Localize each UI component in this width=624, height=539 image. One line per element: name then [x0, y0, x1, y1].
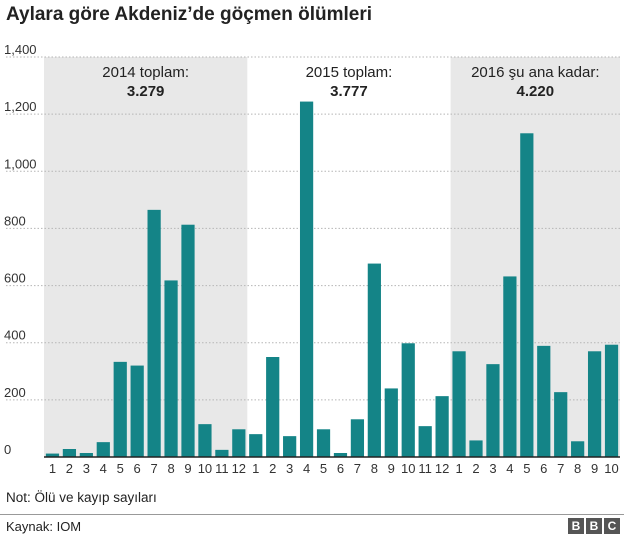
- x-tick-label: 5: [523, 461, 530, 476]
- x-tick-label: 3: [489, 461, 496, 476]
- x-tick-label: 2: [472, 461, 479, 476]
- bar: [604, 344, 619, 457]
- y-tick-label: 200: [4, 385, 26, 400]
- bar: [299, 101, 314, 458]
- period-labels: 2014 toplam: 3.279 2015 toplam: 3.777 2016 ş…: [102, 64, 599, 100]
- x-tick-label: 6: [337, 461, 344, 476]
- period-label: 2015 toplam:: [306, 64, 393, 81]
- x-tick-label: 1: [252, 461, 259, 476]
- x-tick-label: 7: [557, 461, 564, 476]
- bar-chart: 2014 toplam: 3.279 2015 toplam: 3.777 2016 ş…: [4, 42, 620, 476]
- bar: [79, 453, 93, 457]
- x-tick-label: 8: [371, 461, 378, 476]
- chart-title: Aylara göre Akdeniz’de göçmen ölümleri: [6, 4, 373, 25]
- y-tick-label: 1,400: [4, 42, 37, 57]
- x-tick-label: 6: [540, 461, 547, 476]
- bar: [283, 436, 297, 457]
- x-tick-label: 8: [167, 461, 174, 476]
- period-background: [44, 57, 248, 457]
- y-tick-label: 400: [4, 328, 26, 343]
- x-tick-label: 9: [591, 461, 598, 476]
- bar: [469, 440, 483, 457]
- x-tick-label: 12: [435, 461, 449, 476]
- x-tick-label: 3: [286, 461, 293, 476]
- period-total: 3.777: [330, 83, 368, 100]
- bar: [418, 426, 432, 457]
- bar: [215, 449, 229, 457]
- x-tick-label: 10: [604, 461, 618, 476]
- period-label: 2014 toplam:: [102, 64, 189, 81]
- x-tick-label: 8: [574, 461, 581, 476]
- y-tick-label: 0: [4, 442, 11, 457]
- bbc-logo-letter: B: [568, 518, 584, 534]
- x-tick-label: 7: [151, 461, 158, 476]
- x-tick-label: 4: [303, 461, 310, 476]
- x-tick-label: 3: [83, 461, 90, 476]
- bar: [316, 429, 331, 457]
- x-tick-label: 11: [418, 461, 432, 476]
- bar: [333, 453, 348, 457]
- bar: [266, 357, 280, 457]
- x-tick-label: 7: [354, 461, 361, 476]
- y-tick-label: 600: [4, 271, 26, 286]
- gridlines: [6, 56, 620, 401]
- bar: [45, 453, 60, 457]
- bar: [537, 345, 551, 457]
- bar: [198, 424, 212, 457]
- bar: [164, 280, 178, 457]
- x-tick-label: 4: [100, 461, 107, 476]
- bar: [503, 276, 517, 457]
- bar: [587, 351, 602, 457]
- note-text: Not: Ölü ve kayıp sayıları: [6, 490, 157, 505]
- bar: [350, 419, 365, 457]
- y-axis-ticks: 0 200 400 600 800 1,000 1,200 1,400: [4, 42, 37, 457]
- bar: [571, 441, 585, 457]
- bar: [486, 364, 500, 457]
- bar: [249, 434, 263, 457]
- bbc-logo-letter: B: [586, 518, 602, 534]
- bar: [130, 365, 144, 457]
- x-tick-label: 10: [401, 461, 415, 476]
- x-tick-label: 6: [134, 461, 141, 476]
- x-tick-label: 9: [184, 461, 191, 476]
- x-tick-label: 2: [269, 461, 276, 476]
- x-tick-label: 1: [49, 461, 56, 476]
- footer-divider: [0, 514, 624, 515]
- bar: [62, 449, 77, 457]
- bar: [435, 396, 449, 457]
- bar: [147, 209, 161, 457]
- period-backgrounds: [44, 57, 620, 457]
- bars: [45, 101, 619, 458]
- source-text: Kaynak: IOM: [6, 519, 82, 534]
- y-tick-label: 1,000: [4, 156, 37, 171]
- period-total: 4.220: [517, 83, 555, 100]
- x-tick-label: 12: [232, 461, 246, 476]
- x-axis-ticks: 1 2 3 4 5 6 7 8 9 10 11 12 1 2 3 4 5 6 7 8 9 10 11 12 1 2 3 4 5 6 7 8 9 1…: [49, 461, 619, 476]
- x-tick-label: 4: [506, 461, 513, 476]
- period-total: 3.279: [127, 83, 165, 100]
- bar: [232, 429, 246, 457]
- y-tick-label: 1,200: [4, 99, 37, 114]
- y-tick-label: 800: [4, 213, 26, 228]
- x-tick-label: 10: [198, 461, 212, 476]
- x-tick-label: 1: [455, 461, 462, 476]
- bar: [367, 263, 381, 457]
- bar: [113, 361, 127, 457]
- x-tick-label: 9: [388, 461, 395, 476]
- bar: [384, 388, 398, 457]
- bar: [554, 392, 568, 457]
- bar: [96, 442, 110, 457]
- x-tick-label: 2: [66, 461, 73, 476]
- x-tick-label: 11: [215, 461, 229, 476]
- x-tick-label: 5: [320, 461, 327, 476]
- x-tick-label: 5: [117, 461, 124, 476]
- bbc-logo-letter: C: [604, 518, 620, 534]
- period-label: 2016 şu ana kadar:: [471, 64, 599, 81]
- bar: [452, 351, 466, 457]
- bbc-logo: B B C: [568, 518, 620, 534]
- bar: [520, 133, 534, 458]
- bar: [181, 224, 195, 457]
- bar: [401, 343, 415, 457]
